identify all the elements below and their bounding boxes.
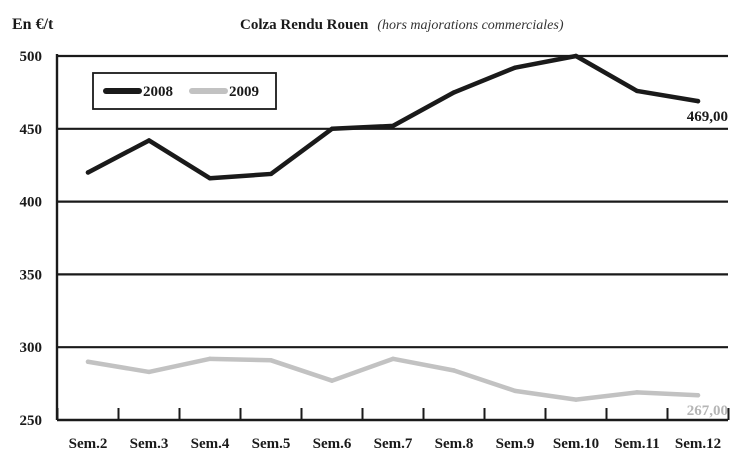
x-tick-label: Sem.8 [435, 436, 474, 452]
data-point-2008 [329, 126, 335, 131]
data-point-2008 [268, 171, 274, 177]
data-point-2009 [268, 358, 274, 363]
y-tick-label: 500 [20, 49, 43, 65]
x-tick-label: Sem.4 [191, 436, 230, 452]
y-tick-label: 450 [20, 122, 43, 138]
y-tick-label: 350 [20, 267, 43, 283]
x-tick-label: Sem.2 [69, 436, 108, 452]
chart-subtitle: (hors majorations commerciales) [377, 18, 563, 33]
axes [55, 54, 730, 422]
series-line-2009 [85, 356, 701, 402]
x-tick-label: Sem.6 [313, 436, 352, 452]
x-tick-label: Sem.12 [675, 436, 721, 452]
data-point-2008 [512, 65, 518, 70]
data-point-2008 [390, 123, 396, 129]
data-point-2009 [85, 359, 91, 364]
data-point-2008 [207, 176, 213, 181]
y-tick-label: 300 [20, 340, 43, 356]
legend-label-2008: 2008 [143, 84, 173, 100]
data-point-2008 [85, 170, 91, 175]
data-point-2009 [390, 356, 396, 362]
data-point-2009 [451, 368, 457, 373]
x-tick-label: Sem.7 [374, 436, 413, 452]
gridlines [57, 54, 728, 349]
data-point-2009 [573, 397, 579, 402]
end-label-2009: 267,00 [687, 403, 728, 419]
y-tick-label: 250 [20, 413, 43, 429]
x-tick-label: Sem.9 [496, 436, 535, 452]
data-point-2009 [512, 388, 518, 394]
data-point-2009 [329, 378, 335, 383]
legend-label-2009: 2009 [229, 84, 259, 100]
series-lines [85, 53, 701, 402]
x-tick-label: Sem.3 [130, 436, 169, 452]
legend: 2008 2009 [92, 72, 277, 110]
data-point-2009 [634, 390, 640, 395]
data-point-2008 [634, 88, 640, 94]
end-value-labels: 469,00 267,00 [687, 109, 728, 419]
data-point-2009 [695, 393, 701, 398]
data-point-2009 [146, 369, 152, 375]
y-tick-label: 400 [20, 195, 43, 211]
x-tick-label: Sem.5 [252, 436, 291, 452]
end-label-2008: 469,00 [687, 109, 728, 125]
y-axis-label: En €/t [12, 16, 54, 33]
y-tick-labels: 250 300 350 400 450 500 [20, 49, 43, 429]
data-point-2008 [451, 90, 457, 95]
chart-title: Colza Rendu Rouen [240, 17, 369, 33]
x-tick-label: Sem.10 [553, 436, 599, 452]
data-point-2008 [573, 53, 579, 59]
data-point-2008 [146, 138, 152, 143]
data-point-2009 [207, 356, 213, 362]
data-point-2008 [695, 98, 701, 104]
x-tick-labels: Sem.2 Sem.3 Sem.4 Sem.5 Sem.6 Sem.7 Sem.8 Sem.9… [69, 436, 722, 452]
x-tick-label: Sem.11 [614, 436, 659, 452]
